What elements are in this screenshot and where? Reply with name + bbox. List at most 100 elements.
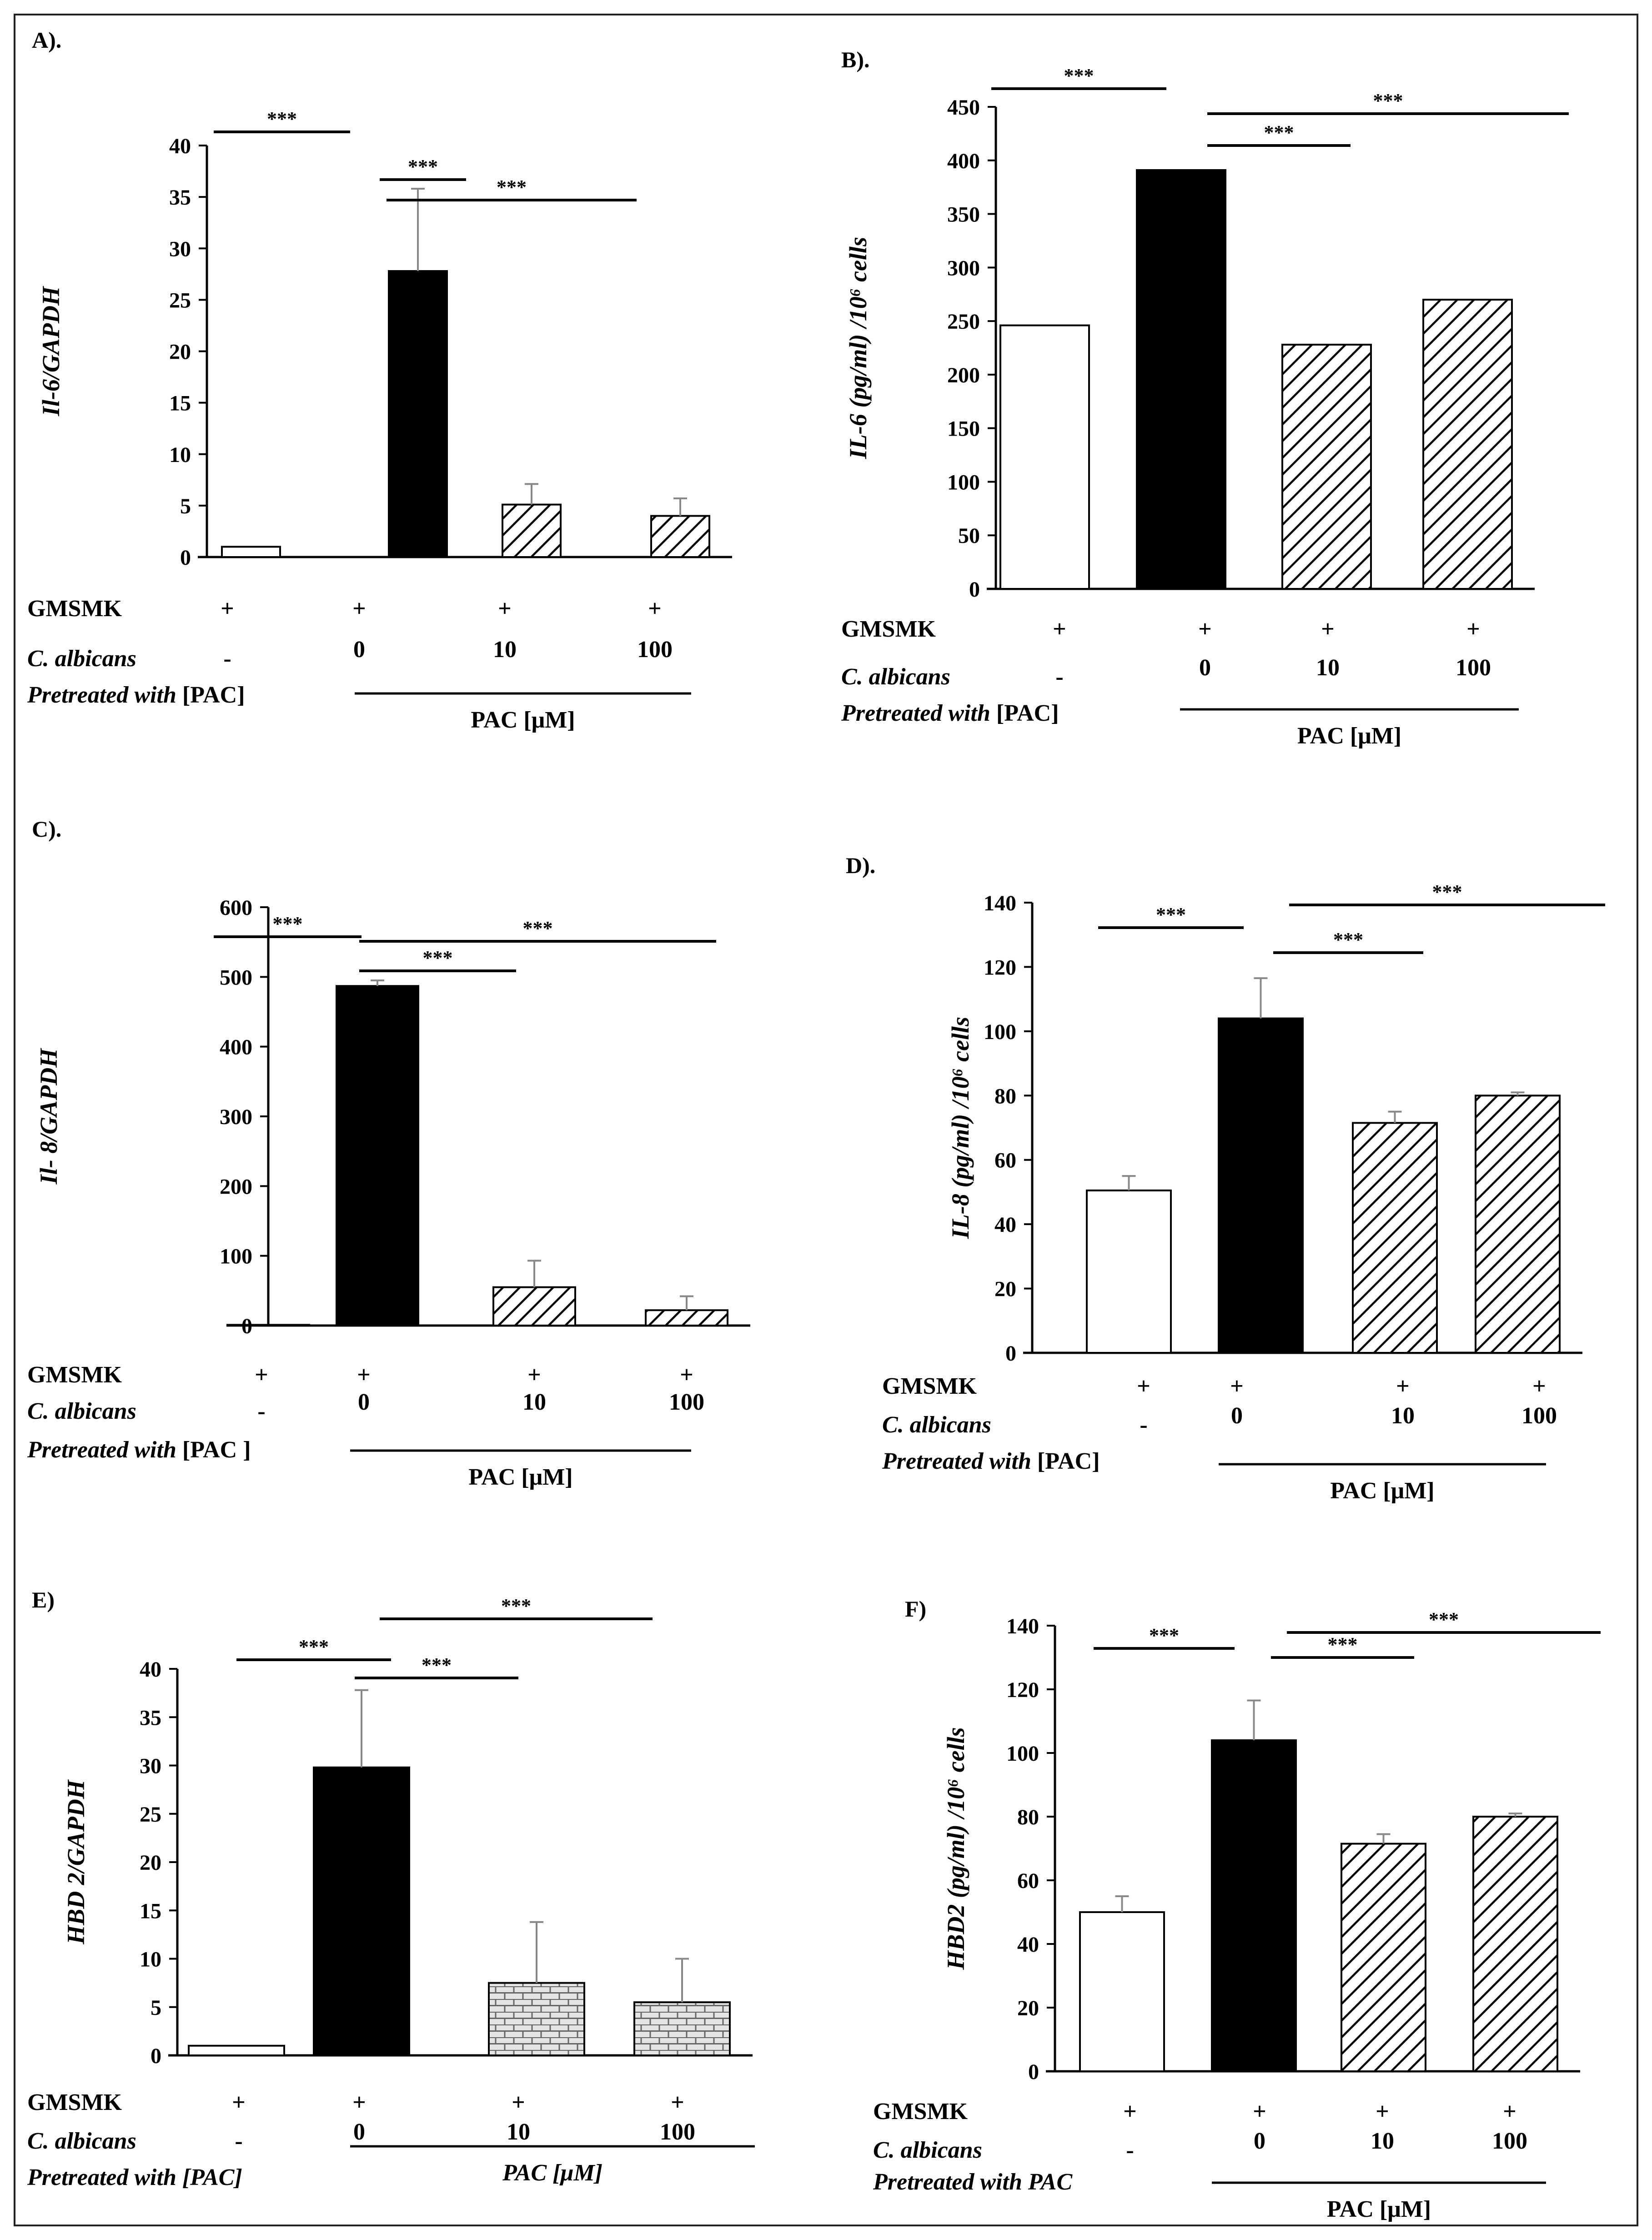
gmsmk-value: +	[1123, 2099, 1137, 2124]
gmsmk-value: +	[1253, 2099, 1266, 2124]
bar-1	[188, 2044, 285, 2056]
pretreated-suffix: [PAC]	[176, 682, 245, 708]
significance-stars: ***	[1429, 1608, 1459, 1631]
chart-panel-E: E) 0 5 10 15 20 25 30 35 40 HBD 2/GAPDH *** *** *** GM…	[27, 1587, 755, 2190]
y-tick-label: 0	[151, 2044, 161, 2068]
bar-4	[1422, 299, 1513, 590]
pretreated-suffix: [PAC ]	[176, 1437, 251, 1463]
gmsmk-value: +	[352, 596, 366, 622]
calbicans-value: 100	[1521, 1403, 1557, 1429]
significance-stars: ***	[408, 156, 438, 178]
pretreated-suffix: [PAC]	[990, 700, 1059, 726]
y-axis-label: IL-8 (pg/ml) /10⁶ cells	[947, 1017, 974, 1239]
significance-stars: ***	[1064, 65, 1094, 87]
significance-stars: ***	[1432, 881, 1462, 903]
pac-label: PAC [μM]	[502, 2160, 603, 2186]
row-label-calbicans: C. albicans	[27, 646, 136, 672]
y-tick-label: 40	[994, 1213, 1016, 1237]
y-tick-label: 5	[151, 1996, 161, 2020]
calbicans-value: 0	[1199, 655, 1211, 681]
bar-2	[313, 1766, 410, 2056]
y-tick-label: 450	[947, 95, 980, 120]
row-label-pretreated: Pretreated with [PAC]	[27, 2165, 242, 2190]
panel-label: E)	[32, 1587, 55, 1612]
calbicans-value: 100	[660, 2119, 695, 2145]
y-axis-label: IL-6 (pg/ml) /10⁶ cells	[844, 237, 872, 459]
y-tick-label: 500	[220, 965, 252, 989]
y-tick-label: 400	[947, 149, 980, 173]
y-tick-label: 300	[947, 256, 980, 280]
gmsmk-value: +	[512, 2089, 525, 2115]
gmsmk-value: +	[1396, 1373, 1410, 1399]
pac-label: PAC [μM]	[1327, 2196, 1431, 2222]
y-axis-label: HBD 2/GAPDH	[62, 1779, 90, 1945]
y-tick-label: 350	[947, 203, 980, 227]
significance-stars: ***	[1333, 929, 1363, 951]
y-tick-label: 0	[180, 546, 191, 570]
calbicans-value: 100	[1492, 2128, 1527, 2154]
bar-4	[1475, 1095, 1561, 1354]
calbicans-value: 100	[1456, 655, 1491, 681]
y-tick-label: 0	[1005, 1341, 1016, 1366]
calbicans-value: 100	[669, 1389, 704, 1415]
y-tick-label: 100	[220, 1245, 252, 1269]
calbicans-value: 0	[1254, 2128, 1265, 2154]
gmsmk-value: +	[1466, 616, 1480, 642]
significance-stars: ***	[523, 917, 553, 939]
calbicans-value: 10	[1371, 2128, 1394, 2154]
y-tick-label: 30	[169, 237, 191, 261]
figure-frame	[14, 14, 1638, 2226]
gmsmk-value: +	[1376, 2099, 1389, 2124]
gmsmk-value: +	[1230, 1373, 1244, 1399]
y-tick-label: 120	[984, 955, 1016, 979]
bar-1	[1079, 1911, 1165, 2072]
gmsmk-value: +	[357, 1362, 371, 1388]
y-tick-label: 150	[947, 417, 980, 441]
gmsmk-value: +	[255, 1362, 268, 1388]
calbicans-value: -	[235, 2128, 242, 2154]
y-tick-label: 60	[994, 1149, 1016, 1173]
calbicans-value: 10	[493, 637, 517, 663]
calbicans-value: 0	[358, 1389, 370, 1415]
calbicans-value: 0	[1231, 1403, 1243, 1429]
row-label-gmsmk: GMSMK	[841, 616, 936, 642]
row-label-gmsmk: GMSMK	[882, 1373, 977, 1399]
y-axis-label: Il- 8/GAPDH	[35, 1048, 62, 1185]
bar-4	[633, 2001, 731, 2056]
gmsmk-value: +	[680, 1362, 693, 1388]
y-tick-label: 20	[994, 1277, 1016, 1301]
y-tick-label: 80	[1017, 1805, 1039, 1829]
bar-1	[1086, 1189, 1172, 1354]
y-tick-label: 120	[1006, 1678, 1039, 1702]
bar-2	[1211, 1739, 1297, 2072]
row-label-calbicans: C. albicans	[882, 1412, 991, 1438]
significance-stars: ***	[1149, 1624, 1179, 1647]
pac-label: PAC [μM]	[468, 1464, 572, 1490]
gmsmk-value: +	[1532, 1373, 1546, 1399]
row-label-calbicans: C. albicans	[27, 1398, 136, 1424]
panel-label: A).	[32, 27, 61, 53]
y-tick-label: 0	[1028, 2060, 1039, 2084]
y-tick-label: 20	[1017, 1996, 1039, 2020]
y-tick-label: 5	[180, 494, 191, 518]
bar-3	[1341, 1843, 1426, 2072]
pac-label: PAC [μM]	[1330, 1478, 1434, 1504]
y-tick-label: 600	[220, 896, 252, 920]
significance-stars: ***	[422, 1654, 452, 1676]
significance-stars: ***	[273, 913, 303, 935]
y-tick-label: 200	[947, 363, 980, 387]
row-label-calbicans: C. albicans	[873, 2137, 982, 2163]
row-label-calbicans: C. albicans	[27, 2128, 136, 2154]
y-axis-label: Il-6/GAPDH	[37, 286, 65, 417]
pac-label: PAC [μM]	[1297, 723, 1401, 749]
row-label-pretreated: Pretreated with [PAC]	[841, 700, 1059, 726]
calbicans-value: 0	[353, 637, 365, 663]
calbicans-value: 10	[1316, 655, 1340, 681]
y-tick-label: 50	[958, 524, 980, 548]
y-tick-label: 10	[169, 443, 191, 467]
gmsmk-value: +	[671, 2089, 684, 2115]
bar-3	[488, 1982, 585, 2056]
panel-label: B).	[841, 47, 870, 72]
